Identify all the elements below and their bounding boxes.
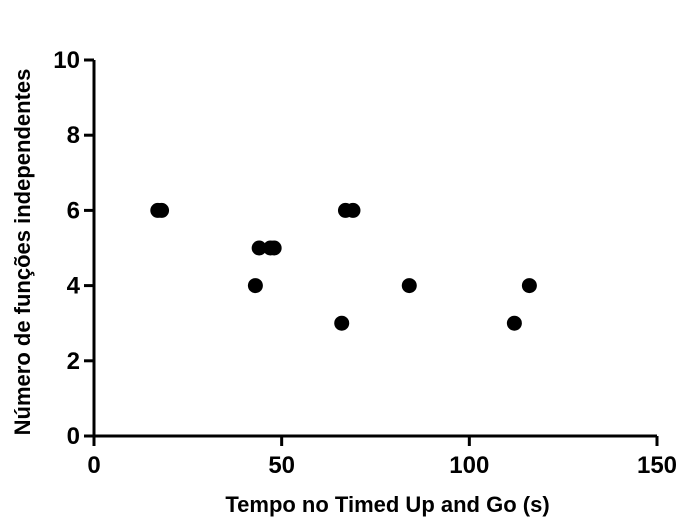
x-axis-label: Tempo no Timed Up and Go (s) <box>225 492 549 517</box>
data-point <box>154 202 170 218</box>
x-tick-label: 0 <box>87 452 100 479</box>
data-point <box>506 315 522 331</box>
data-point <box>401 278 417 294</box>
data-point <box>345 202 361 218</box>
y-tick-label: 10 <box>53 47 80 74</box>
y-tick-label: 2 <box>67 348 80 375</box>
x-tick-label: 50 <box>268 452 295 479</box>
data-point <box>266 240 282 256</box>
data-point <box>334 315 350 331</box>
y-tick-label: 4 <box>67 273 81 300</box>
y-ticks: 0 2 4 6 8 10 <box>53 47 94 450</box>
data-points <box>150 202 537 331</box>
y-tick-label: 6 <box>67 197 80 224</box>
data-point <box>521 278 537 294</box>
y-tick-label: 0 <box>67 423 80 450</box>
y-axis-label: Número de funções independentes <box>10 69 35 436</box>
data-point <box>247 278 263 294</box>
x-tick-label: 150 <box>637 452 677 479</box>
axes <box>92 60 657 438</box>
data-point <box>251 240 267 256</box>
y-tick-label: 8 <box>67 122 80 149</box>
x-tick-label: 100 <box>449 452 489 479</box>
x-ticks: 0 50 100 150 <box>87 436 677 479</box>
